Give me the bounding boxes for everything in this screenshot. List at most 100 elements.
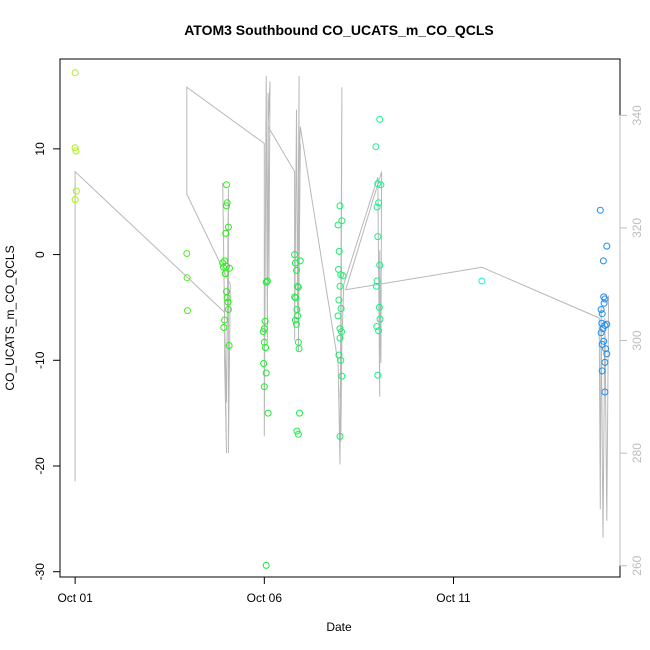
data-point bbox=[296, 257, 304, 265]
data-point bbox=[220, 324, 228, 331]
data-point bbox=[223, 294, 231, 302]
y-axis-secondary: 260 280 300 320 340 bbox=[619, 105, 644, 576]
y-tick-label: 10 bbox=[33, 142, 47, 156]
y-axis: -30 -20 -10 0 10 bbox=[33, 142, 61, 581]
data-point bbox=[291, 251, 299, 259]
y2-tick-label: 260 bbox=[630, 555, 644, 575]
data-point bbox=[262, 278, 270, 286]
data-point bbox=[596, 206, 604, 214]
data-point bbox=[264, 409, 272, 417]
data-point bbox=[373, 203, 381, 211]
data-point bbox=[183, 250, 191, 257]
data-point bbox=[478, 277, 486, 285]
data-point bbox=[598, 340, 606, 348]
data-point bbox=[373, 277, 381, 285]
data-point bbox=[72, 147, 80, 155]
data-point bbox=[224, 298, 232, 306]
data-point bbox=[599, 325, 607, 333]
data-point bbox=[262, 369, 270, 377]
data-point bbox=[334, 312, 342, 320]
secondary-series-line bbox=[74, 75, 610, 538]
data-point bbox=[293, 320, 300, 328]
data-point bbox=[336, 202, 344, 210]
data-point bbox=[597, 329, 605, 337]
data-point bbox=[338, 217, 346, 225]
y2-tick-label: 280 bbox=[630, 443, 644, 463]
data-point bbox=[292, 294, 300, 302]
data-point bbox=[294, 282, 302, 290]
data-point bbox=[294, 430, 302, 438]
data-point bbox=[336, 282, 344, 290]
data-point bbox=[374, 233, 382, 241]
data-point bbox=[603, 320, 611, 328]
data-point bbox=[261, 317, 269, 325]
data-point bbox=[291, 316, 299, 324]
data-point bbox=[377, 181, 385, 189]
data-point bbox=[372, 143, 380, 151]
data-point bbox=[294, 283, 302, 291]
data-point bbox=[374, 371, 382, 379]
data-point bbox=[260, 360, 268, 367]
data-point bbox=[71, 196, 79, 204]
y-axis-label: CO_UCATS_m_CO_QCLS bbox=[3, 245, 17, 390]
y-tick-label: 0 bbox=[33, 251, 47, 258]
data-point bbox=[260, 325, 268, 333]
data-point bbox=[293, 266, 300, 274]
y-tick-label: -10 bbox=[33, 351, 47, 369]
data-point bbox=[337, 356, 345, 364]
data-point bbox=[71, 144, 79, 152]
x-tick-label: Oct 11 bbox=[436, 591, 471, 605]
chart-title: ATOM3 Southbound CO_UCATS_m_CO_QCLS bbox=[184, 22, 494, 38]
x-tick-label: Oct 06 bbox=[247, 591, 283, 605]
data-point bbox=[226, 264, 233, 272]
x-axis: Oct 01 Oct 06 Oct 11 bbox=[57, 576, 471, 605]
data-point bbox=[296, 409, 303, 417]
data-point bbox=[338, 372, 346, 380]
data-point bbox=[372, 282, 380, 290]
data-point bbox=[225, 342, 233, 349]
data-point bbox=[336, 432, 344, 440]
data-point bbox=[262, 344, 269, 352]
data-point bbox=[376, 115, 384, 123]
data-point bbox=[376, 261, 384, 269]
data-point bbox=[603, 350, 611, 358]
data-point bbox=[375, 199, 383, 207]
data-point bbox=[260, 338, 268, 346]
data-point bbox=[601, 358, 609, 366]
data-point bbox=[291, 293, 299, 301]
data-point bbox=[597, 306, 605, 313]
data-point bbox=[598, 367, 606, 375]
data-point bbox=[601, 388, 609, 396]
data-point bbox=[260, 383, 268, 391]
data-point bbox=[601, 295, 609, 303]
x-axis-label: Date bbox=[326, 620, 352, 634]
y2-tick-label: 300 bbox=[630, 330, 644, 350]
data-point bbox=[599, 257, 607, 265]
data-point bbox=[223, 199, 231, 207]
y-tick-label: -20 bbox=[33, 457, 47, 475]
data-point bbox=[72, 187, 80, 195]
data-point bbox=[295, 345, 303, 353]
data-point bbox=[294, 312, 302, 320]
data-point bbox=[376, 315, 384, 323]
y-tick-label: -30 bbox=[33, 563, 47, 581]
data-point bbox=[221, 316, 229, 324]
y2-tick-label: 320 bbox=[630, 218, 644, 238]
data-point bbox=[293, 427, 301, 435]
data-point bbox=[259, 328, 267, 336]
data-point bbox=[375, 327, 383, 335]
data-point bbox=[221, 270, 229, 278]
data-point bbox=[335, 247, 343, 255]
data-point bbox=[336, 334, 344, 342]
data-point bbox=[339, 272, 347, 280]
data-point bbox=[224, 306, 232, 313]
data-point bbox=[262, 561, 270, 569]
data-point bbox=[222, 229, 230, 237]
data-point bbox=[71, 69, 79, 77]
data-point bbox=[223, 181, 230, 189]
x-tick-label: Oct 01 bbox=[57, 591, 93, 605]
data-point bbox=[598, 310, 606, 318]
data-point bbox=[263, 277, 271, 285]
scatter-points bbox=[71, 69, 611, 569]
